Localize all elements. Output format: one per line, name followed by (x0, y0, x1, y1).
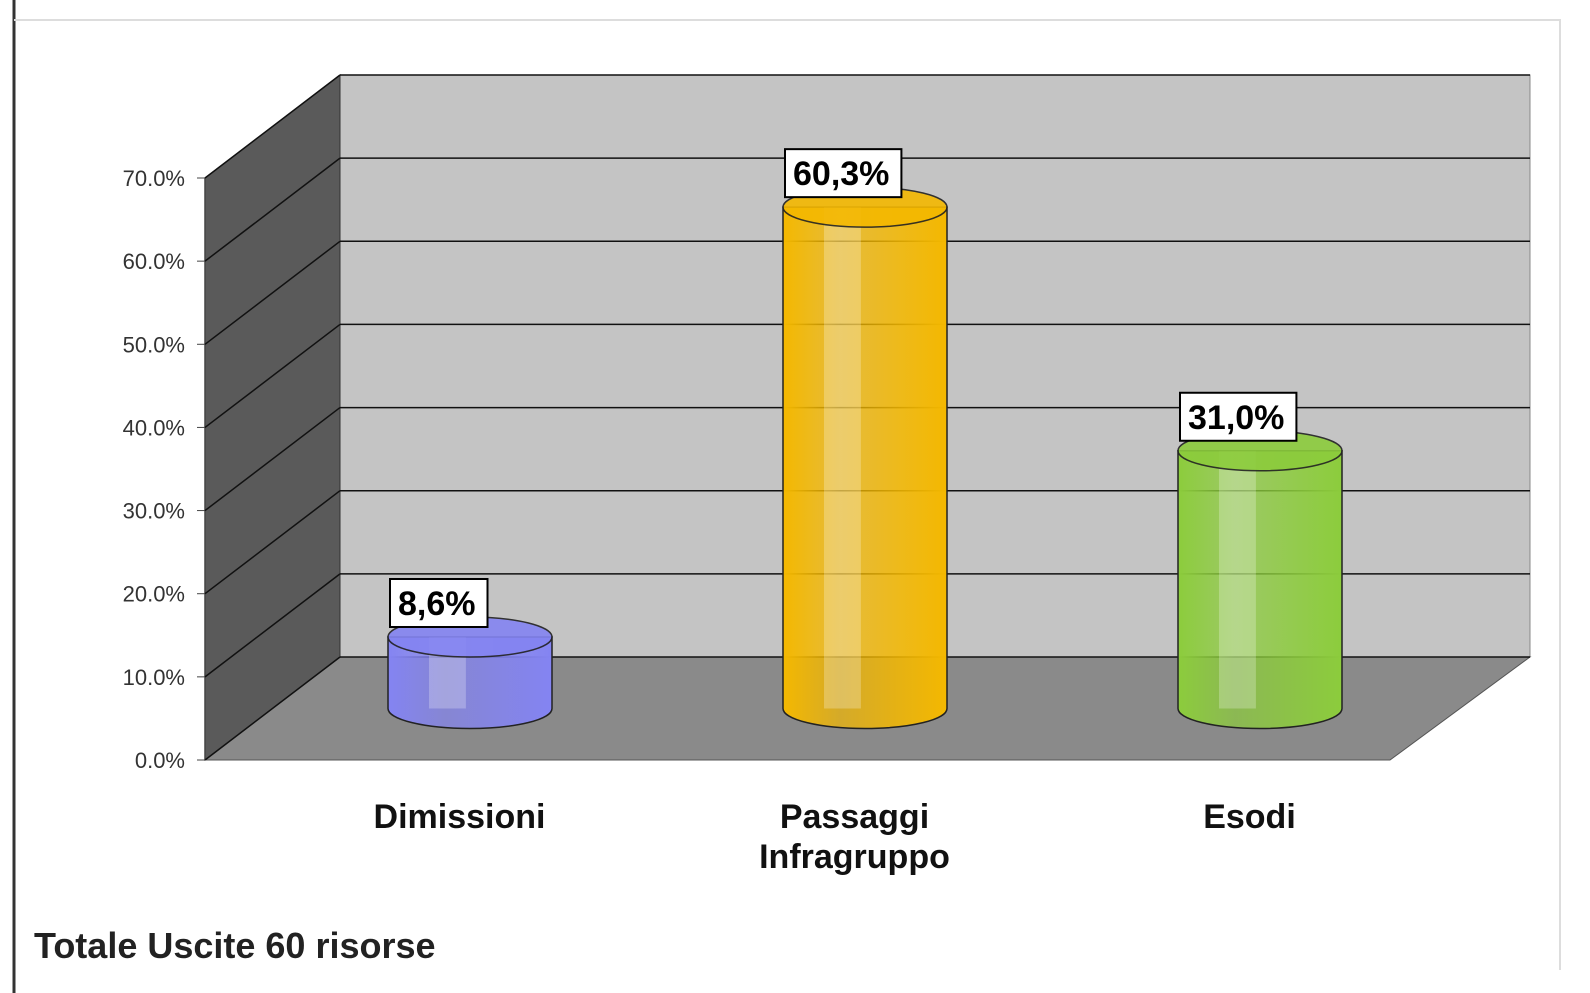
bar (1177, 430, 1343, 730)
bar-body (782, 206, 948, 730)
value-label: 8,6% (398, 585, 476, 623)
chart-title: Totale Uscite 60 risorse (34, 925, 436, 966)
grid-line (204, 74, 341, 179)
grid-line (204, 406, 341, 512)
grid-line (204, 656, 341, 761)
side-wall (204, 73, 341, 762)
grid-line (204, 573, 341, 678)
grid-line (204, 240, 341, 345)
frame-border (14, 19, 1561, 970)
bar-highlight (824, 207, 861, 709)
y-tick-label: 10.0% (123, 665, 185, 690)
x-tick-label: Dimissioni (373, 798, 546, 836)
y-tick-label: 20.0% (123, 582, 185, 607)
grid-line (204, 157, 341, 262)
y-tick-label: 50.0% (123, 332, 185, 357)
value-label-bg (1179, 391, 1298, 442)
y-tick-label: 0.0% (135, 748, 185, 773)
y-tick-label: 70.0% (123, 166, 185, 191)
y-tick-label: 60.0% (123, 249, 185, 274)
bar-highlight (1219, 450, 1256, 709)
x-tick-label: Passaggi Infragruppo (759, 798, 950, 876)
bar-body (1177, 450, 1343, 730)
value-label-box: 8,6% (389, 577, 489, 628)
value-label: 31,0% (1188, 399, 1284, 437)
value-label: 60,3% (793, 155, 889, 193)
grid-line (204, 323, 341, 429)
value-label-box: 31,0% (1179, 391, 1298, 442)
bar-body (387, 636, 553, 730)
value-label-bg (784, 148, 903, 199)
y-tick-label: 40.0% (123, 415, 185, 440)
x-tick-label: Esodi (1203, 798, 1296, 836)
grid-line (204, 490, 341, 595)
bar (387, 616, 553, 730)
value-label-box: 60,3% (784, 148, 903, 199)
bar (782, 186, 948, 730)
value-label-bg (389, 577, 489, 628)
y-tick-label: 30.0% (123, 499, 185, 524)
